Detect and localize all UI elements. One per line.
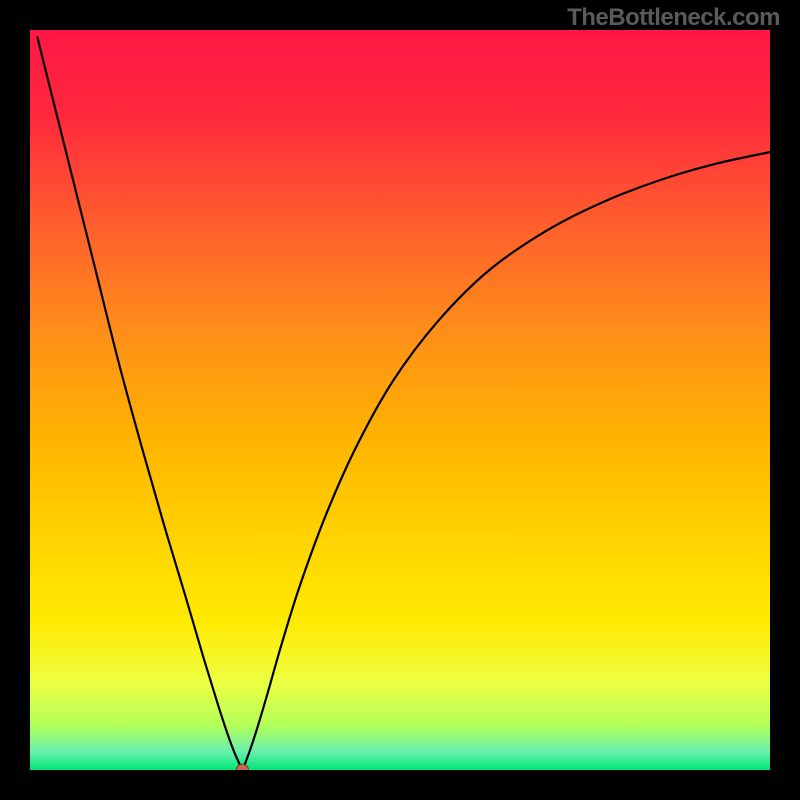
minimum-marker [236,764,248,770]
gradient-background [30,30,770,770]
plot-svg [30,30,770,770]
watermark-text: TheBottleneck.com [567,4,780,32]
chart-container: TheBottleneck.com [0,0,800,800]
plot-area [30,30,770,770]
